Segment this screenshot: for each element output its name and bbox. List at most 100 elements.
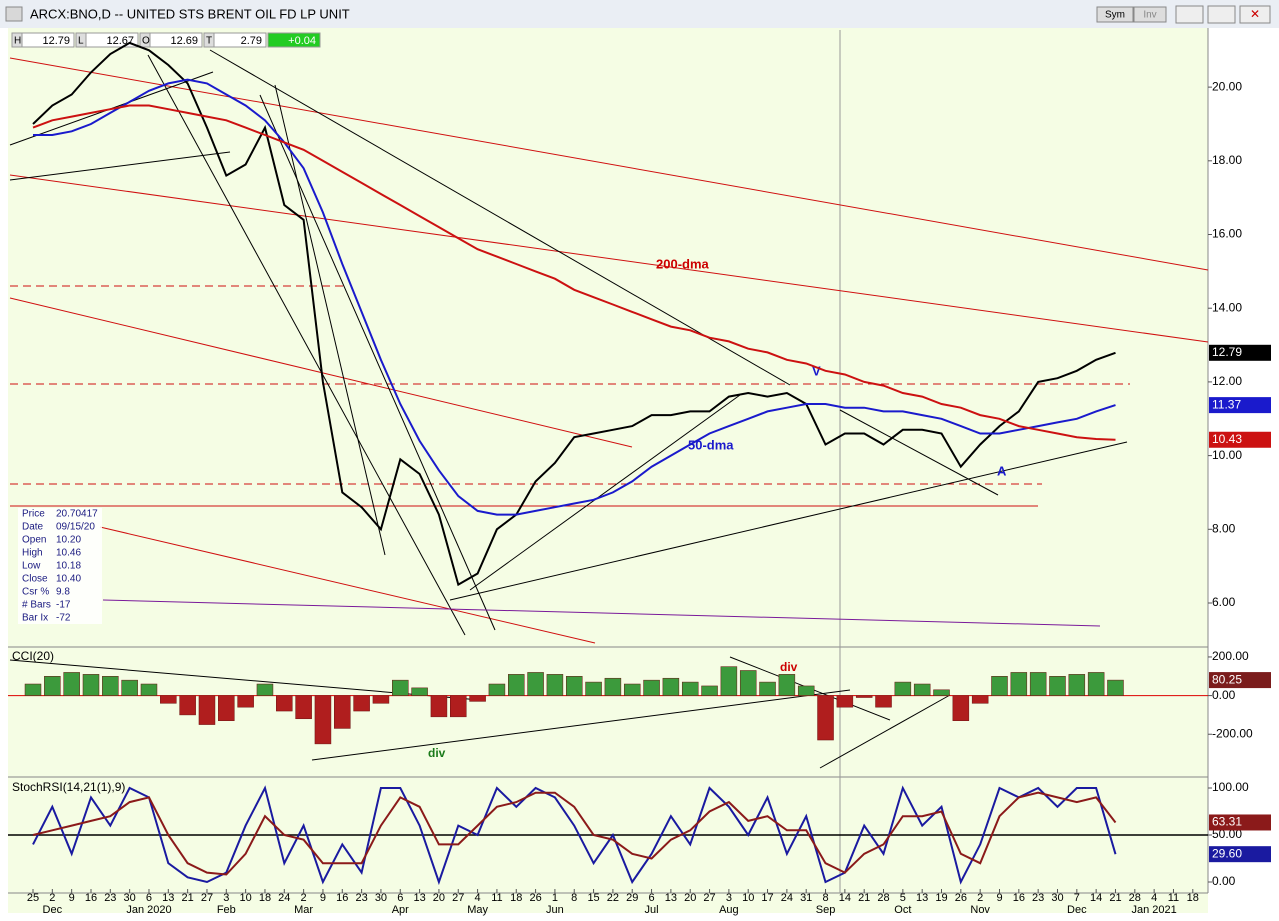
quote-value-box bbox=[21, 32, 75, 48]
cci-bar bbox=[952, 695, 970, 721]
cci-bar bbox=[933, 689, 950, 696]
series-line bbox=[32, 104, 1116, 441]
cci-bar bbox=[24, 683, 42, 696]
y-tick-label: 20.00 bbox=[1212, 79, 1242, 93]
close-icon[interactable]: ✕ bbox=[1250, 7, 1260, 21]
axis-background bbox=[1208, 28, 1279, 916]
cci-bar bbox=[623, 683, 641, 696]
info-value: 20.70417 bbox=[56, 509, 98, 520]
cci-bar bbox=[1107, 679, 1124, 696]
trendline bbox=[9, 174, 1209, 343]
x-tick-label: 27 bbox=[201, 892, 213, 904]
cci-bar bbox=[875, 695, 892, 708]
annotation: 50-dma bbox=[688, 437, 734, 452]
x-tick-label: 21 bbox=[182, 892, 194, 904]
x-tick-label: 29 bbox=[626, 892, 638, 904]
info-value: 10.46 bbox=[56, 548, 81, 559]
cci-bar bbox=[276, 695, 293, 712]
inv-button[interactable] bbox=[1133, 6, 1167, 23]
cci-bar bbox=[469, 695, 486, 702]
x-tick-label: 3 bbox=[726, 892, 732, 904]
sym-button-label[interactable]: Sym bbox=[1105, 10, 1125, 21]
info-label: Date bbox=[22, 522, 44, 533]
info-value: -72 bbox=[56, 613, 71, 624]
sym-button[interactable] bbox=[1096, 6, 1134, 23]
cci-bar bbox=[1010, 672, 1028, 696]
x-tick-label: 13 bbox=[665, 892, 677, 904]
x-tick-label: 2 bbox=[977, 892, 983, 904]
x-tick-label: 18 bbox=[1187, 892, 1199, 904]
last-value-label: 12.79 bbox=[1212, 345, 1242, 359]
last-value-box bbox=[1209, 431, 1271, 448]
cci-bar bbox=[63, 672, 80, 696]
cci-bar bbox=[295, 695, 312, 720]
series-line bbox=[32, 791, 1117, 876]
cci-bar bbox=[643, 679, 660, 696]
x-tick-label: 23 bbox=[104, 892, 116, 904]
quote-value-box bbox=[213, 32, 267, 48]
x-tick-label: 17 bbox=[761, 892, 773, 904]
y-tick-label: 0.00 bbox=[1212, 688, 1236, 702]
last-value-label: 10.43 bbox=[1212, 432, 1242, 446]
cci-bar bbox=[314, 695, 332, 745]
x-tick-label: 9 bbox=[996, 892, 1002, 904]
x-month-label: Feb bbox=[217, 904, 236, 916]
x-month-label: Dec bbox=[1067, 904, 1087, 916]
x-tick-label: 6 bbox=[397, 892, 403, 904]
inv-button-label[interactable]: Inv bbox=[1143, 10, 1156, 21]
cci-bar bbox=[121, 679, 138, 696]
cci-bar bbox=[778, 674, 796, 696]
cci-bar bbox=[1049, 676, 1066, 696]
cci-bar bbox=[411, 687, 428, 696]
x-month-label: Jan 2020 bbox=[126, 904, 171, 916]
maximize-button[interactable] bbox=[1207, 5, 1236, 24]
x-tick-label: 13 bbox=[162, 892, 174, 904]
trendline bbox=[209, 49, 791, 386]
quote-value-box bbox=[267, 32, 321, 48]
last-value-label: 11.37 bbox=[1212, 397, 1241, 411]
x-month-label: Jan 2021 bbox=[1132, 904, 1177, 916]
trendline bbox=[99, 526, 596, 644]
x-tick-label: 10 bbox=[240, 892, 252, 904]
cci-bar bbox=[894, 681, 912, 696]
quote-label: H bbox=[14, 36, 21, 47]
x-month-label: Aug bbox=[719, 904, 739, 916]
x-tick-label: 27 bbox=[452, 892, 464, 904]
info-value: 09/15/20 bbox=[56, 522, 95, 533]
last-value-label: 63.31 bbox=[1212, 815, 1242, 829]
y-tick-label: 10.00 bbox=[1212, 448, 1242, 462]
x-tick-label: 13 bbox=[916, 892, 928, 904]
info-value: 10.20 bbox=[56, 535, 81, 546]
annotation: A bbox=[997, 463, 1007, 478]
y-tick-label: 200.00 bbox=[1212, 649, 1249, 663]
x-tick-label: 11 bbox=[1168, 892, 1179, 904]
x-tick-label: 11 bbox=[491, 892, 502, 904]
cci-bar bbox=[198, 695, 216, 725]
x-tick-label: 27 bbox=[703, 892, 715, 904]
y-tick-label: -200.00 bbox=[1212, 726, 1253, 740]
x-tick-label: 18 bbox=[259, 892, 271, 904]
panel-title: StochRSI(14,21(1),9) bbox=[12, 780, 125, 794]
trendline bbox=[449, 441, 1128, 601]
cci-bar bbox=[855, 695, 873, 698]
x-month-label: May bbox=[467, 904, 488, 916]
x-tick-label: 2 bbox=[301, 892, 307, 904]
info-label: Bar Ix bbox=[22, 613, 48, 624]
minimize-button[interactable] bbox=[1175, 5, 1204, 24]
x-tick-label: 6 bbox=[146, 892, 152, 904]
trendline bbox=[839, 409, 999, 496]
x-tick-label: 28 bbox=[877, 892, 889, 904]
quote-value: 12.69 bbox=[170, 35, 198, 47]
cci-bar bbox=[759, 681, 776, 696]
x-tick-label: 21 bbox=[858, 892, 870, 904]
x-tick-label: 24 bbox=[278, 892, 290, 904]
trendline bbox=[469, 394, 741, 591]
cci-trendline bbox=[819, 694, 951, 769]
close-button[interactable] bbox=[1239, 5, 1271, 24]
quote-value: 2.79 bbox=[241, 35, 262, 47]
x-tick-label: 26 bbox=[529, 892, 541, 904]
x-month-label: Sep bbox=[816, 904, 836, 916]
last-value-box bbox=[1209, 846, 1271, 863]
info-box-background bbox=[18, 508, 102, 624]
cci-bar bbox=[488, 683, 506, 696]
